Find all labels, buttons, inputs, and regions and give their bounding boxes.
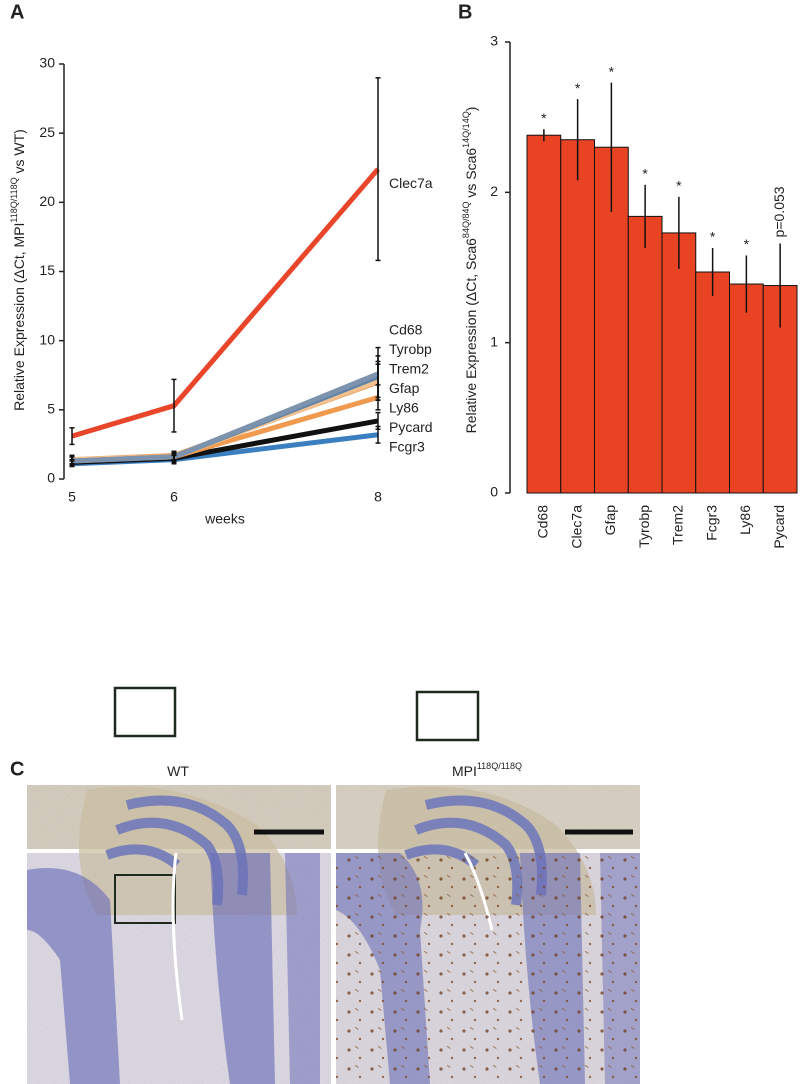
bar — [661, 232, 697, 494]
x-tick-label: 5 — [68, 489, 76, 505]
zoom-wt — [27, 852, 320, 1084]
zoom-mut — [336, 852, 640, 1084]
annotation: * — [744, 236, 750, 252]
x-tick-label: Ly86 — [737, 505, 753, 535]
image-title: MPI118Q/118Q — [452, 761, 522, 778]
label-part: MPI — [452, 763, 477, 779]
legend-label: Cd68 — [389, 322, 423, 338]
y-tick-label: 10 — [39, 331, 55, 347]
x-tick-label: 8 — [374, 489, 382, 505]
x-tick-label: Tyrobp — [636, 505, 652, 548]
x-tick-label: Gfap — [602, 505, 618, 536]
panel-label: B — [458, 1, 472, 23]
label-part: Relative Expression (ΔCt, Sca6 — [463, 238, 479, 434]
bar — [695, 271, 730, 494]
y-axis-title: Relative Expression (ΔCt, MPI118Q/118Q v… — [9, 129, 26, 411]
annotation: * — [575, 80, 581, 96]
y-tick-label: 0 — [490, 484, 498, 500]
annotation: p=0.053 — [771, 186, 787, 237]
legend-label: Tyrobp — [389, 341, 432, 357]
image-title: WT — [167, 763, 189, 779]
bar — [627, 215, 663, 494]
bar — [526, 134, 562, 494]
inset-box — [415, 690, 480, 742]
superscript: 118Q/118Q — [477, 761, 522, 771]
bar — [729, 283, 764, 494]
superscript: 84Q/84Q — [461, 202, 471, 239]
y-tick-label: 30 — [39, 55, 55, 71]
annotation: * — [710, 229, 716, 245]
inset-box — [113, 686, 177, 738]
x-tick-label: Fcgr3 — [703, 505, 719, 541]
x-axis-title: weeks — [204, 511, 245, 527]
label-part: WT — [167, 763, 189, 779]
legend-label: Ly86 — [389, 400, 419, 416]
annotation: * — [642, 166, 648, 182]
bar — [560, 139, 595, 494]
label-part: vs Sca6 — [463, 148, 479, 202]
legend-label: Gfap — [389, 380, 420, 396]
y-tick-label: 5 — [47, 401, 55, 417]
x-tick-label: Cd68 — [535, 505, 551, 539]
annotation: * — [609, 63, 615, 79]
y-tick-label: 0 — [47, 470, 55, 486]
label-part: ) — [463, 107, 479, 112]
y-tick-label: 3 — [490, 33, 498, 49]
y-tick-label: 15 — [39, 262, 55, 278]
legend-label: Pycard — [389, 419, 433, 435]
panel-label: C — [10, 758, 24, 780]
y-tick-label: 2 — [490, 183, 498, 199]
y-axis-title: Relative Expression (ΔCt, Sca684Q/84Q vs… — [461, 107, 478, 434]
legend-label: Clec7a — [389, 175, 433, 191]
legend-label: Trem2 — [389, 361, 429, 377]
panel-label: A — [10, 1, 24, 23]
x-tick-label: Clec7a — [568, 505, 584, 549]
superscript: 118Q/118Q — [9, 177, 19, 222]
annotation: * — [541, 110, 547, 126]
x-tick-label: 6 — [170, 489, 178, 505]
y-tick-label: 20 — [39, 193, 55, 209]
y-tick-label: 1 — [490, 333, 498, 349]
x-tick-label: Trem2 — [670, 505, 686, 545]
label-part: vs WT) — [11, 129, 27, 177]
legend-label: Fcgr3 — [389, 439, 425, 455]
label-part: Relative Expression (ΔCt, MPI — [11, 223, 27, 411]
x-tick-label: Pycard — [771, 505, 787, 549]
annotation: * — [676, 178, 682, 194]
superscript: 14Q/14Q — [461, 111, 471, 148]
y-tick-label: 25 — [39, 124, 55, 140]
